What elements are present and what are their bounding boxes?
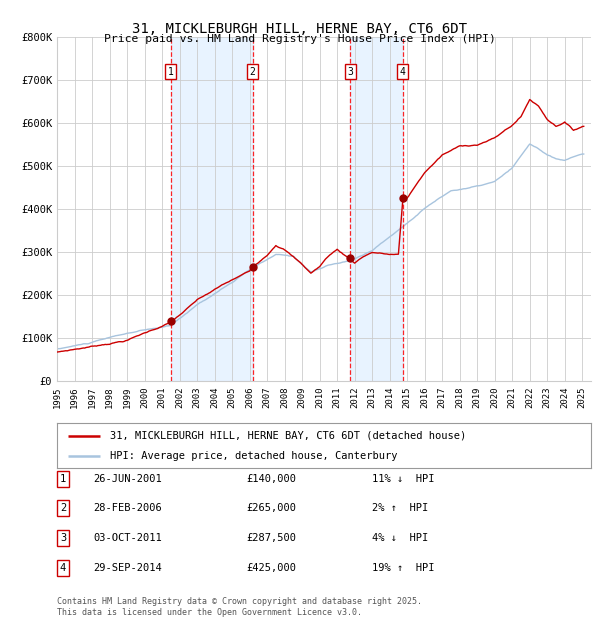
Text: 31, MICKLEBURGH HILL, HERNE BAY, CT6 6DT: 31, MICKLEBURGH HILL, HERNE BAY, CT6 6DT bbox=[133, 22, 467, 36]
Text: 4: 4 bbox=[400, 66, 406, 77]
Text: £425,000: £425,000 bbox=[246, 563, 296, 573]
Text: 2: 2 bbox=[60, 503, 66, 513]
Text: 29-SEP-2014: 29-SEP-2014 bbox=[93, 563, 162, 573]
Text: 1: 1 bbox=[60, 474, 66, 484]
Text: 31, MICKLEBURGH HILL, HERNE BAY, CT6 6DT (detached house): 31, MICKLEBURGH HILL, HERNE BAY, CT6 6DT… bbox=[110, 430, 467, 441]
Text: 2: 2 bbox=[250, 66, 256, 77]
Text: 11% ↓  HPI: 11% ↓ HPI bbox=[372, 474, 434, 484]
Text: 4: 4 bbox=[60, 563, 66, 573]
Text: 4% ↓  HPI: 4% ↓ HPI bbox=[372, 533, 428, 543]
Text: £140,000: £140,000 bbox=[246, 474, 296, 484]
Text: £265,000: £265,000 bbox=[246, 503, 296, 513]
Bar bbox=[350, 37, 403, 381]
Text: 3: 3 bbox=[347, 66, 353, 77]
Text: 1: 1 bbox=[168, 66, 174, 77]
Text: 03-OCT-2011: 03-OCT-2011 bbox=[93, 533, 162, 543]
Text: Contains HM Land Registry data © Crown copyright and database right 2025.
This d: Contains HM Land Registry data © Crown c… bbox=[57, 598, 422, 617]
Text: 3: 3 bbox=[60, 533, 66, 543]
Text: Price paid vs. HM Land Registry's House Price Index (HPI): Price paid vs. HM Land Registry's House … bbox=[104, 34, 496, 44]
Text: 2% ↑  HPI: 2% ↑ HPI bbox=[372, 503, 428, 513]
Text: 28-FEB-2006: 28-FEB-2006 bbox=[93, 503, 162, 513]
Text: £287,500: £287,500 bbox=[246, 533, 296, 543]
Text: 26-JUN-2001: 26-JUN-2001 bbox=[93, 474, 162, 484]
Text: HPI: Average price, detached house, Canterbury: HPI: Average price, detached house, Cant… bbox=[110, 451, 398, 461]
Text: 19% ↑  HPI: 19% ↑ HPI bbox=[372, 563, 434, 573]
Bar bbox=[171, 37, 253, 381]
